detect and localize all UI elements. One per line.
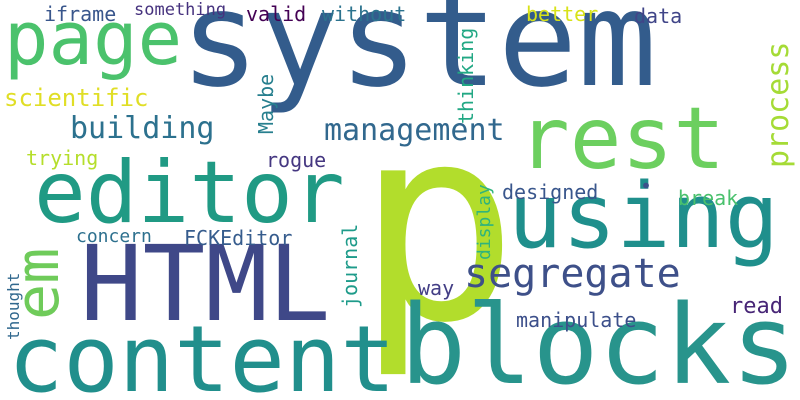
word-data: data xyxy=(634,4,683,28)
word-rest: rest xyxy=(518,89,726,189)
word-p: p xyxy=(356,67,519,382)
word-iframe: iframe xyxy=(44,2,117,26)
word-building: building xyxy=(70,111,215,146)
word-trying: trying xyxy=(26,146,99,170)
word-display: display xyxy=(474,184,495,260)
word-segregate: segregate xyxy=(464,251,681,297)
word-concern: concern xyxy=(76,226,152,247)
word-valid: valid xyxy=(246,2,307,26)
word-bullet: • xyxy=(640,174,653,198)
word-break: break xyxy=(678,186,739,210)
word-something: something xyxy=(134,0,227,20)
word-rogue: rogue xyxy=(266,148,327,172)
word-content: content xyxy=(8,306,396,400)
word-html: HTML xyxy=(80,223,331,345)
word-way: way xyxy=(418,276,455,300)
word-journal: journal xyxy=(338,223,362,308)
word-better: better xyxy=(526,2,599,26)
word-thinking: thinking xyxy=(454,27,478,124)
word-read: read xyxy=(730,294,783,319)
word-designed: designed xyxy=(502,180,599,204)
word-process: process xyxy=(761,41,796,168)
word-thought: thought xyxy=(4,272,23,340)
word-manipulate: manipulate xyxy=(516,308,637,332)
word-scientific: scientific xyxy=(4,84,149,112)
word-page: page xyxy=(4,0,183,82)
word-system: system xyxy=(180,0,657,117)
word-using: using xyxy=(508,164,779,269)
word-management: management xyxy=(324,113,505,148)
word-blocks: blocks xyxy=(400,281,798,400)
word-without: without xyxy=(322,2,407,26)
word-maybe: Maybe xyxy=(254,73,278,134)
word-fckeditor: FCKEditor xyxy=(184,226,293,250)
word-editor: editor xyxy=(34,143,345,243)
